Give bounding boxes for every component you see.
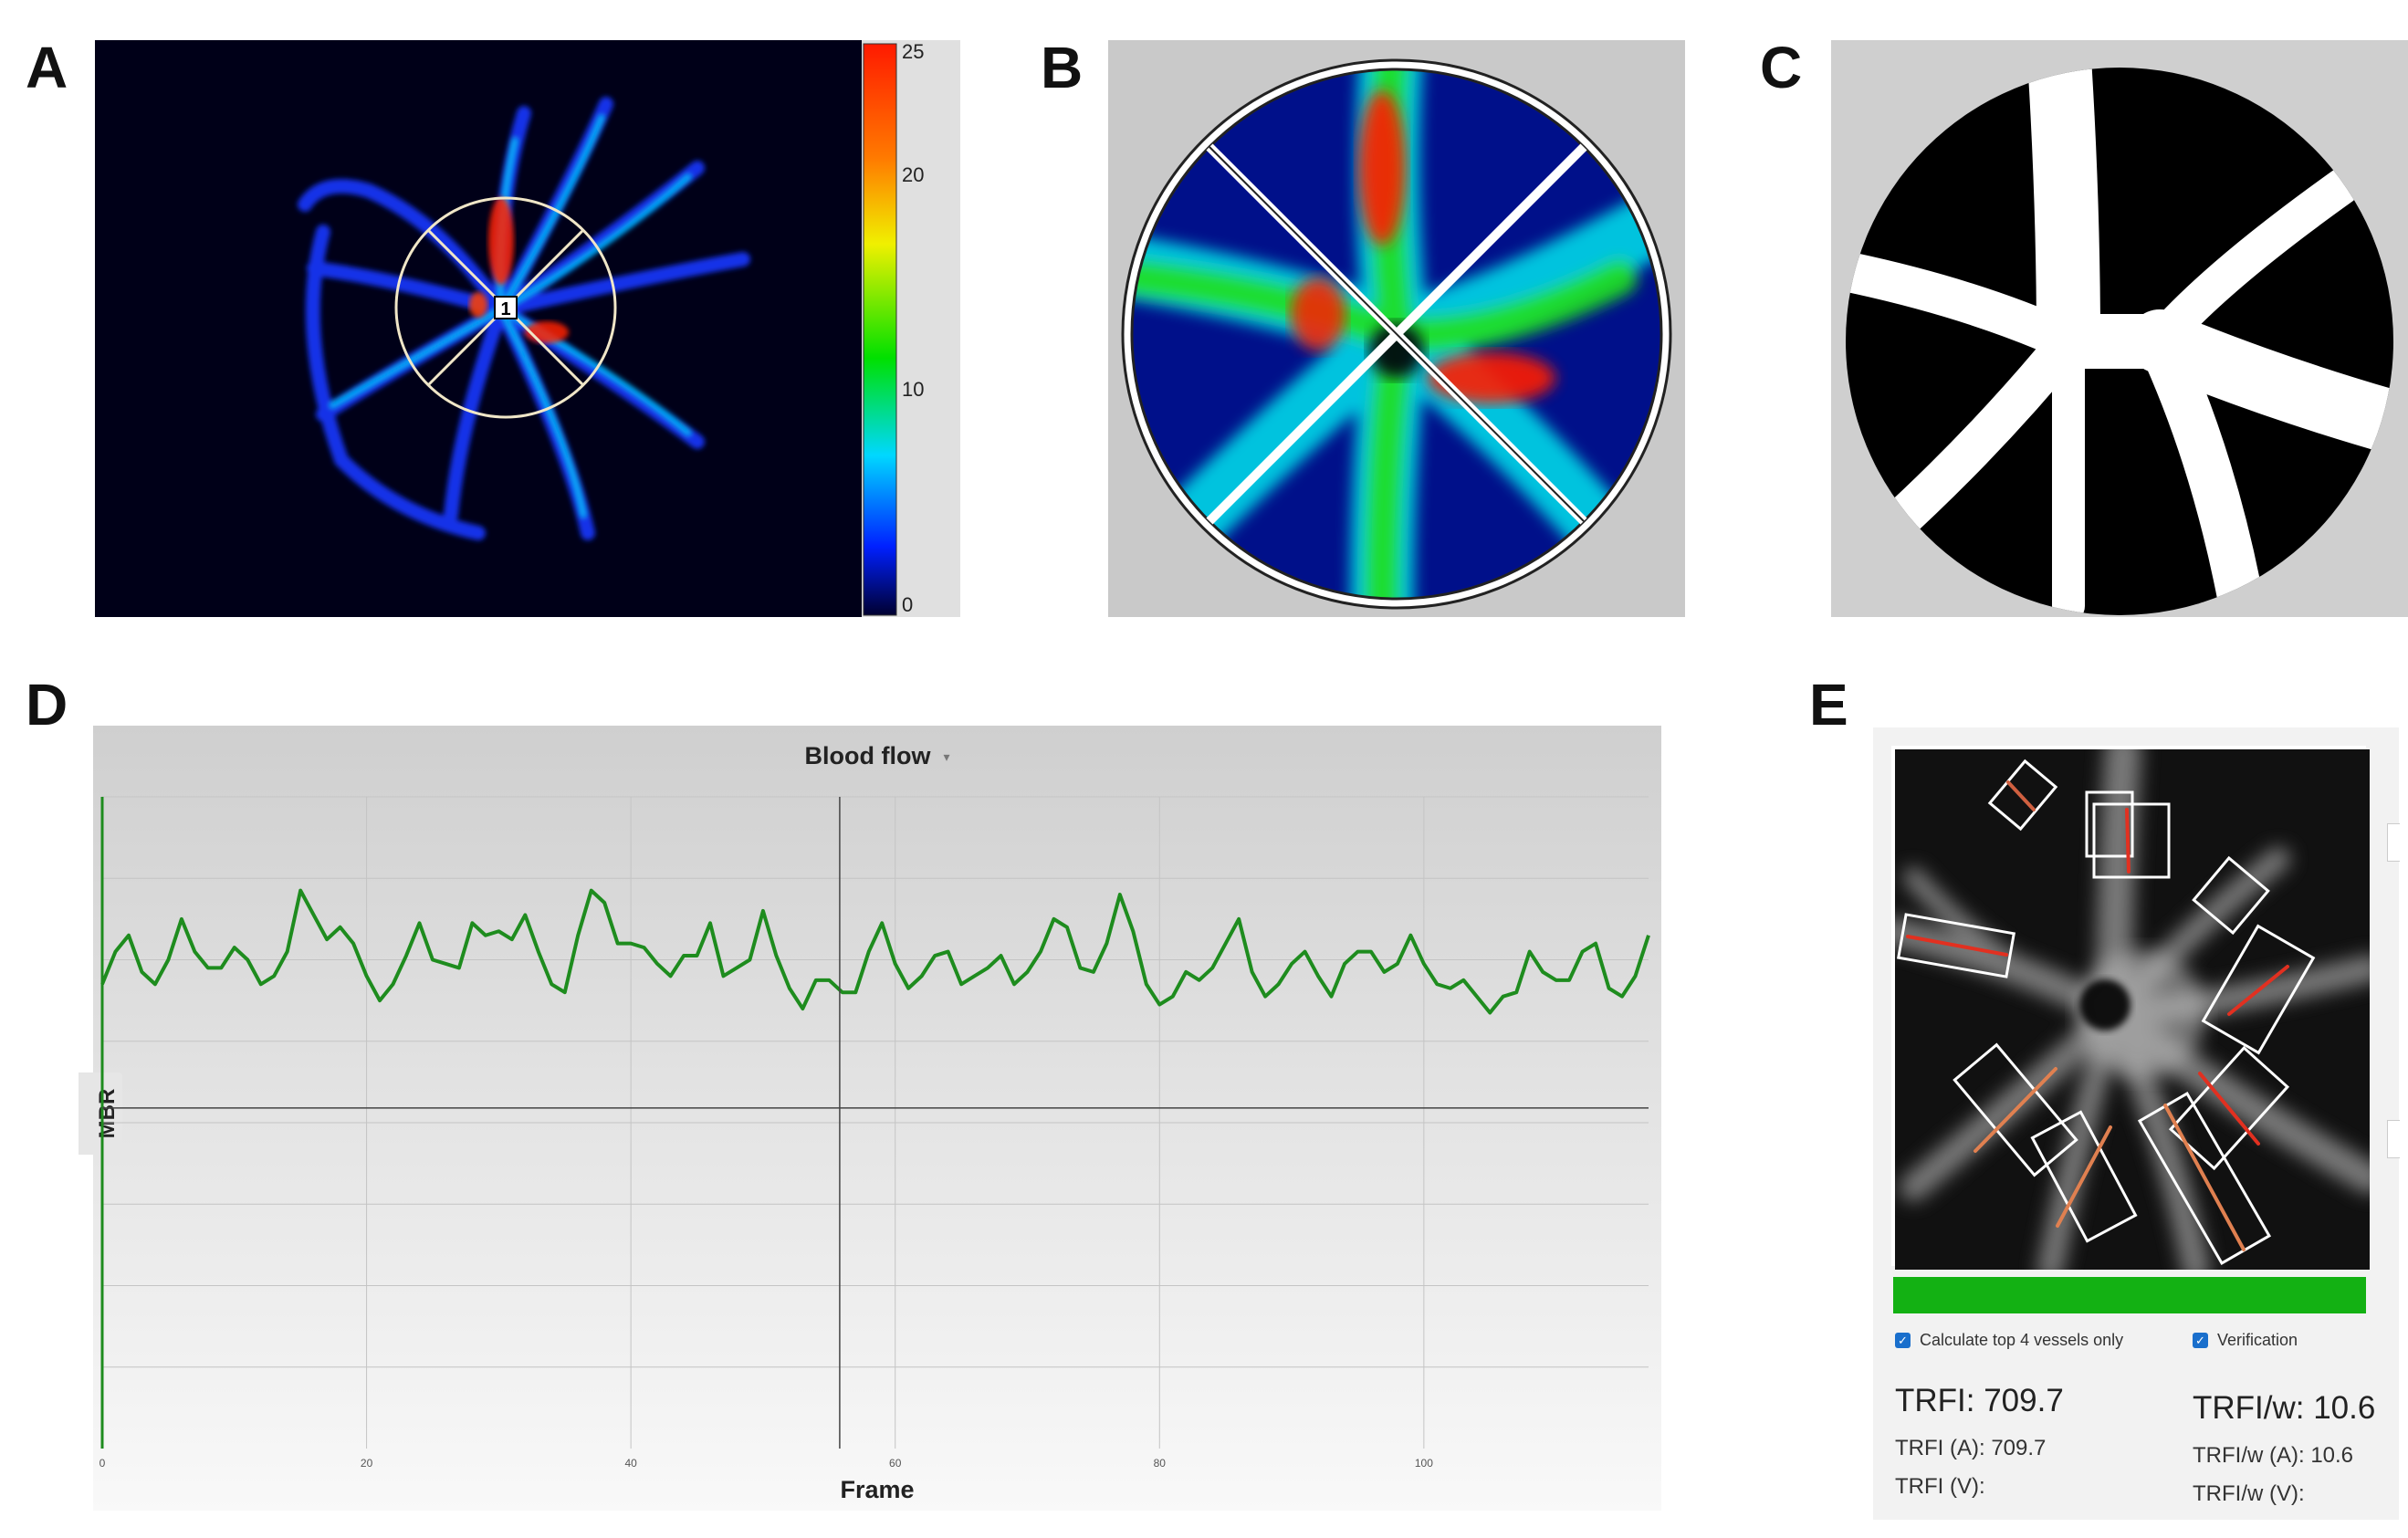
panel-c-vessels (1846, 68, 2393, 615)
trfi-a: TRFI (A): 709.7 (1895, 1436, 2047, 1460)
chevron-down-icon: ▾ (943, 749, 950, 765)
panel-b-disc-sectors (1108, 40, 1685, 617)
blood-flow-chart[interactable]: 02040608010012345678 (93, 726, 1661, 1511)
vessel-image-frame (1891, 746, 2370, 1270)
panel-c-binary-mask (1831, 40, 2408, 617)
checkbox-verification-label: Verification (2217, 1331, 2298, 1349)
checkbox-top4-label: Calculate top 4 vessels only (1920, 1331, 2124, 1349)
x-tick-80: 80 (1154, 1457, 1167, 1470)
panel-label-c: C (1760, 35, 1803, 100)
vessel-box-top (2092, 802, 2171, 879)
panel-label-a: A (26, 35, 68, 100)
chart-title: Blood flow (804, 742, 931, 769)
colorbar-tick-20: 20 (902, 163, 924, 186)
colorbar-tick-10: 10 (902, 378, 924, 401)
progress-bar (1893, 1277, 2366, 1313)
chart-title-dropdown[interactable]: Blood flow ▾ (93, 742, 1661, 770)
vessel-image[interactable] (1895, 749, 2370, 1270)
chart-xlabel: Frame (840, 1476, 915, 1503)
trfiw-main: TRFI/w: 10.6 (2193, 1390, 2376, 1426)
checkbox-top4[interactable]: ✓ Calculate top 4 vessels only (1895, 1331, 2123, 1350)
panel-a-flow-map: 1 25 20 10 0 (95, 40, 960, 617)
panel-b-inner-ring (1130, 68, 1663, 601)
panel-a-roi-label: 1 (500, 299, 510, 319)
trfi-panel: ✓ Calculate top 4 vessels only ✓ Verific… (1873, 727, 2400, 1520)
trfi-v: TRFI (V): (1895, 1474, 1985, 1499)
series-line-0 (100, 888, 1650, 1015)
x-tick-60: 60 (889, 1457, 902, 1470)
panel-a-vessels (298, 97, 750, 540)
colorbar-tick-0: 0 (902, 593, 913, 616)
panel-label-b: B (1041, 35, 1084, 100)
x-tick-100: 100 (1415, 1457, 1433, 1470)
checkbox-checked-icon[interactable]: ✓ (1895, 1333, 1911, 1348)
chart-grid (100, 796, 1649, 1449)
trfi-main: TRFI: 709.7 (1895, 1383, 2064, 1418)
x-tick-0: 0 (99, 1457, 106, 1470)
panel-a-hotspot-top (488, 197, 514, 285)
panel-a-roi-marker (494, 296, 518, 319)
chart-series (100, 888, 1650, 1015)
panel-a-hotspot-left (469, 292, 487, 318)
edge-tab-1 (2387, 823, 2400, 862)
colorbar-tick-25: 25 (902, 40, 924, 63)
trfiw-v: TRFI/w (V): (2193, 1481, 2305, 1506)
vessel-boxes (1897, 759, 2316, 1265)
edge-tab-2 (2387, 1120, 2400, 1158)
x-tick-20: 20 (361, 1457, 373, 1470)
chart-ticks: 02040608010012345678 (99, 1457, 1434, 1470)
panel-label-e: E (1809, 672, 1848, 738)
trfiw-a: TRFI/w (A): 10.6 (2193, 1443, 2354, 1468)
chart-crosshair (102, 797, 1649, 1449)
checkbox-verification[interactable]: ✓ Verification (2193, 1331, 2298, 1350)
x-tick-40: 40 (624, 1457, 637, 1470)
checkbox-checked-icon[interactable]: ✓ (2193, 1333, 2208, 1348)
panel-a-colorbar (863, 43, 897, 616)
ylabel-tab (79, 1072, 122, 1155)
vessel-centerlines (1906, 780, 2289, 1251)
panel-label-d: D (26, 672, 68, 738)
blood-flow-chart-panel: Blood flow▾ MBR 02040608010012345678 Fra… (79, 726, 1661, 1511)
